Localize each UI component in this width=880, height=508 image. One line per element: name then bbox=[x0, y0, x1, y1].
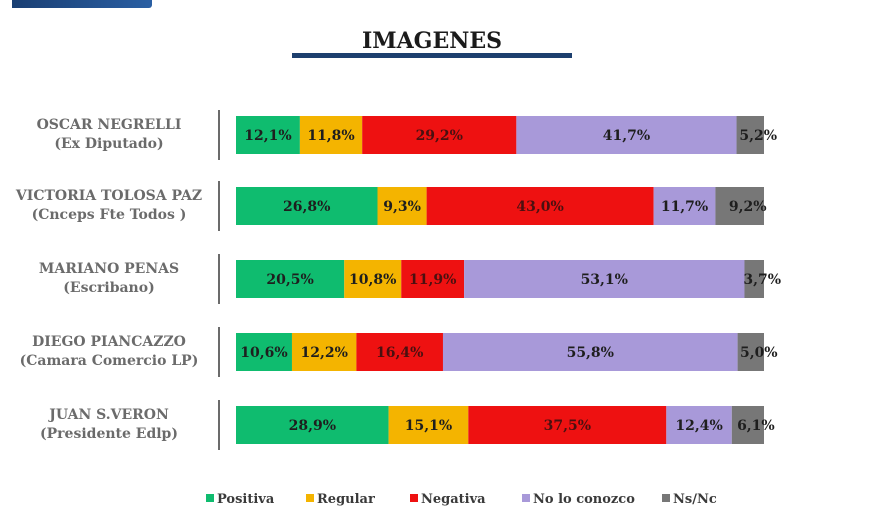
legend-item-regular: Regular bbox=[306, 492, 375, 507]
bar-data-label: 55,8% bbox=[567, 345, 614, 361]
corner-logo-strip bbox=[12, 0, 152, 8]
stacked-bar-chart: 12,1% 11,8% 29,2% 41,7% 5,2% 26,8% 9,3% 43,0% 11… bbox=[218, 110, 781, 450]
row-label: MARIANO PENAS (Escribano) bbox=[4, 260, 214, 298]
chart-title: IMAGENES bbox=[361, 28, 503, 54]
row-label-name: MARIANO PENAS bbox=[38, 261, 180, 277]
bar-segment-ns_nc bbox=[736, 116, 764, 154]
bar-segment-positiva bbox=[236, 406, 389, 444]
legend-swatch bbox=[522, 494, 530, 502]
row-label: DIEGO PIANCAZZO (Camara Comercio LP) bbox=[4, 333, 214, 371]
legend-item-ns_nc: Ns/Nc bbox=[662, 492, 717, 507]
row-label-subtitle: (Cnceps Fte Todos ) bbox=[31, 207, 187, 223]
bar-segment-positiva bbox=[236, 187, 378, 225]
legend-label: No lo conozco bbox=[533, 492, 635, 507]
row-label: JUAN S.VERON (Presidente Edlp) bbox=[4, 406, 214, 444]
row-label-name: JUAN S.VERON bbox=[49, 407, 169, 423]
bar-segment-regular bbox=[377, 187, 427, 225]
bar-segment-regular bbox=[299, 116, 363, 154]
row-label-subtitle: (Escribano) bbox=[63, 280, 155, 296]
title-underline bbox=[292, 53, 572, 58]
bar-segment-no_lo_conozco bbox=[653, 187, 716, 225]
bar-data-label: 11,7% bbox=[661, 199, 708, 215]
bar-segment-no_lo_conozco bbox=[442, 333, 738, 371]
legend-label: Negativa bbox=[421, 492, 486, 507]
bar-segment-positiva bbox=[236, 260, 345, 298]
legend-swatch bbox=[306, 494, 314, 502]
row-label-subtitle: (Camara Comercio LP) bbox=[19, 353, 199, 369]
row-label-subtitle: (Ex Diputado) bbox=[54, 136, 164, 152]
bar-segment-positiva bbox=[236, 333, 292, 371]
bar-segment-regular bbox=[388, 406, 469, 444]
bar-segment-no_lo_conozco bbox=[516, 116, 737, 154]
legend-item-no_lo_conozco: No lo conozco bbox=[522, 492, 635, 507]
row-label: VICTORIA TOLOSA PAZ (Cnceps Fte Todos ) bbox=[4, 187, 214, 225]
bar-data-label: 16,4% bbox=[376, 345, 423, 361]
bar-segment-regular bbox=[291, 333, 357, 371]
legend-label: Positiva bbox=[217, 492, 275, 507]
row-label-name: VICTORIA TOLOSA PAZ bbox=[15, 188, 203, 204]
bar-data-label: 12,2% bbox=[300, 345, 347, 361]
bar-segment-ns_nc bbox=[737, 333, 764, 371]
legend-item-negativa: Negativa bbox=[410, 492, 486, 507]
bar-data-label: 5,2% bbox=[739, 128, 777, 144]
bar-data-label: 11,9% bbox=[409, 272, 456, 288]
legend-swatch bbox=[662, 494, 670, 502]
bar-data-label: 12,4% bbox=[675, 418, 722, 434]
bar-data-label: 9,3% bbox=[383, 199, 421, 215]
legend-label: Ns/Nc bbox=[673, 492, 717, 507]
bar-segment-regular bbox=[344, 260, 402, 298]
bar-data-label: 12,1% bbox=[244, 128, 291, 144]
bar-data-label: 37,5% bbox=[544, 418, 591, 434]
chart-legend: Positiva Regular Negativa No lo conozco Ns/N… bbox=[206, 492, 766, 508]
bar-data-label: 10,8% bbox=[349, 272, 396, 288]
bar-data-label: 9,2% bbox=[729, 199, 767, 215]
row-label-subtitle: (Presidente Edlp) bbox=[40, 426, 178, 442]
row-label-name: OSCAR NEGRELLI bbox=[36, 117, 182, 133]
legend-swatch bbox=[206, 494, 214, 502]
bar-data-label: 41,7% bbox=[603, 128, 650, 144]
bar-data-label: 28,9% bbox=[289, 418, 336, 434]
bar-data-label: 26,8% bbox=[283, 199, 330, 215]
bar-data-label: 11,8% bbox=[307, 128, 354, 144]
bar-segment-ns_nc bbox=[744, 260, 764, 298]
bar-data-label: 53,1% bbox=[581, 272, 628, 288]
bar-data-label: 5,0% bbox=[740, 345, 778, 361]
row-label-name: DIEGO PIANCAZZO bbox=[32, 334, 186, 350]
legend-label: Regular bbox=[317, 492, 375, 507]
bar-segment-no_lo_conozco bbox=[666, 406, 732, 444]
bar-data-label: 20,5% bbox=[266, 272, 313, 288]
bar-data-label: 29,2% bbox=[416, 128, 463, 144]
bar-data-label: 10,6% bbox=[240, 345, 287, 361]
bar-segment-negativa bbox=[401, 260, 465, 298]
bar-segment-negativa bbox=[362, 116, 517, 154]
bar-segment-negativa bbox=[356, 333, 443, 371]
bar-data-label: 43,0% bbox=[516, 199, 563, 215]
bar-segment-ns_nc bbox=[731, 406, 764, 444]
bar-data-label: 6,1% bbox=[737, 418, 775, 434]
bar-segment-negativa bbox=[426, 187, 654, 225]
bar-segment-positiva bbox=[236, 116, 300, 154]
legend-swatch bbox=[410, 494, 418, 502]
legend-item-positiva: Positiva bbox=[206, 492, 274, 507]
bar-segment-no_lo_conozco bbox=[464, 260, 745, 298]
bar-data-label: 15,1% bbox=[405, 418, 452, 434]
row-label: OSCAR NEGRELLI (Ex Diputado) bbox=[4, 116, 214, 154]
bar-segment-ns_nc bbox=[715, 187, 764, 225]
bar-data-label: 3,7% bbox=[743, 272, 781, 288]
bar-segment-negativa bbox=[468, 406, 667, 444]
